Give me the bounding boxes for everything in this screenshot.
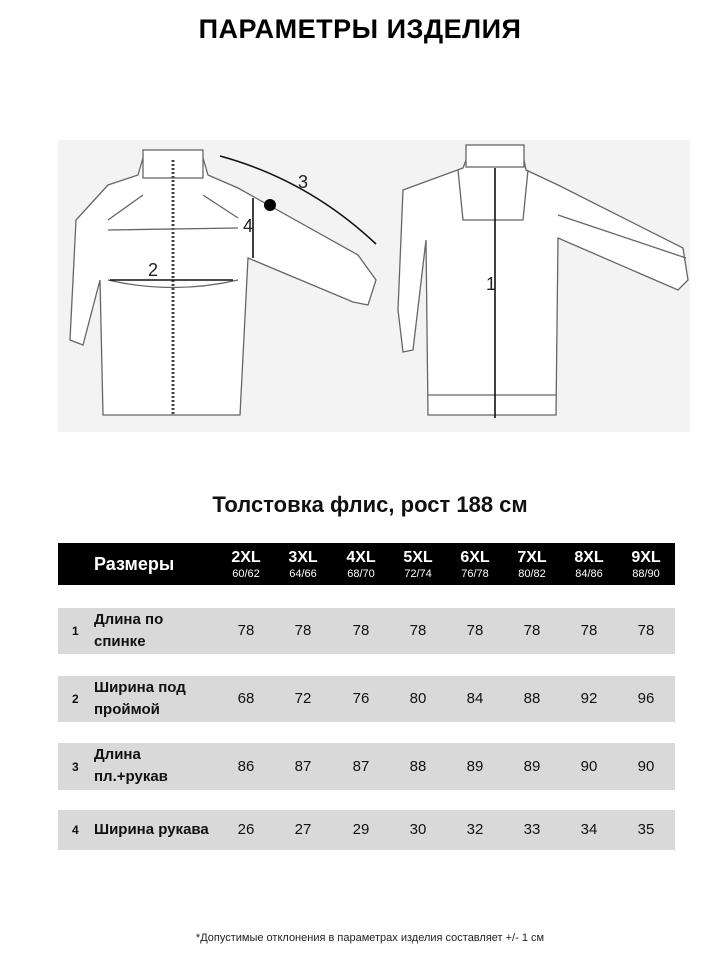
size-range: 88/90 (632, 568, 660, 580)
row-value: 86 (237, 757, 255, 775)
size-range: 76/78 (461, 568, 489, 580)
label-3: 3 (298, 172, 308, 192)
jacket-diagram: 1 2 3 4 (58, 140, 690, 432)
label-2: 2 (148, 260, 158, 280)
row-value: 78 (409, 622, 427, 639)
row-value: 30 (409, 821, 427, 838)
row-label: Длина по спинке (94, 611, 164, 650)
row-value: 33 (523, 821, 541, 838)
size-range: 72/74 (404, 568, 432, 580)
row-value: 78 (352, 622, 370, 639)
row-label: Ширина рукава (94, 821, 209, 838)
table-row: 2 Ширина под проймой 68 72 76 80 84 88 92 96 (58, 676, 675, 722)
row-value: 72 (294, 690, 312, 707)
row-label: Длина пл.+рукав (94, 746, 168, 785)
row-value: 92 (580, 690, 598, 707)
table-row: 1 Длина по спинке 78 78 78 78 78 78 78 78 (58, 608, 675, 654)
front-jacket-body (69, 157, 377, 416)
back-jacket-body (397, 154, 689, 416)
row-number: 2 (72, 692, 79, 706)
row-value: 80 (409, 690, 427, 707)
row-value: 78 (466, 622, 484, 639)
row-value: 89 (466, 757, 484, 775)
row-number: 3 (72, 759, 79, 774)
label-4: 4 (243, 216, 253, 236)
row-value: 32 (466, 821, 484, 838)
size-name: 5XL (403, 549, 433, 566)
row-value: 84 (466, 690, 484, 707)
row-value: 78 (523, 622, 541, 639)
row-value: 89 (523, 757, 541, 775)
row-value: 90 (580, 757, 598, 775)
footnote: *Допустимые отклонения в параметрах изде… (195, 932, 545, 944)
row-value: 78 (637, 622, 655, 639)
size-range: 64/66 (289, 568, 317, 580)
size-name: 7XL (517, 549, 547, 566)
row-label: Ширина под проймой (94, 679, 186, 718)
row-value: 78 (580, 622, 598, 639)
row-value: 78 (237, 622, 255, 639)
row-value: 87 (294, 757, 312, 775)
product-subtitle: Толстовка флис, рост 188 см (212, 492, 528, 517)
row-value: 29 (352, 821, 370, 838)
size-range: 84/86 (575, 568, 603, 580)
row-value: 76 (352, 690, 370, 707)
back-collar (465, 144, 525, 168)
size-range: 68/70 (347, 568, 375, 580)
size-range: 60/62 (232, 568, 260, 580)
row-value: 34 (580, 821, 598, 838)
size-name: 9XL (631, 549, 661, 566)
row-value: 90 (637, 757, 655, 775)
row-number: 1 (72, 624, 79, 638)
row-value: 88 (409, 757, 427, 775)
table-row: 3 Длина пл.+рукав 86 87 87 88 89 89 90 90 (58, 743, 675, 790)
size-range: 80/82 (518, 568, 546, 580)
size-name: 4XL (346, 549, 376, 566)
size-table-header: Размеры 2XL 60/62 3XL 64/66 4XL 68/70 5XL 72/74… (58, 543, 675, 585)
measure-point (264, 199, 276, 211)
row-value: 88 (523, 690, 541, 707)
page-title: ПАРАМЕТРЫ ИЗДЕЛИЯ (198, 14, 522, 44)
size-name: 6XL (460, 549, 490, 566)
size-name: 8XL (574, 549, 604, 566)
row-value: 26 (237, 821, 255, 838)
label-1: 1 (486, 274, 496, 294)
row-number: 4 (72, 823, 79, 837)
row-value: 35 (637, 821, 655, 838)
row-value: 68 (237, 690, 255, 707)
size-name: 2XL (231, 549, 261, 566)
row-value: 78 (294, 622, 312, 639)
sizes-label: Размеры (94, 554, 175, 574)
size-name: 3XL (288, 549, 318, 566)
row-value: 96 (637, 690, 655, 707)
table-row: 4 Ширина рукава 26 27 29 30 32 33 34 35 (58, 810, 675, 850)
row-value: 87 (352, 757, 370, 775)
row-value: 27 (294, 821, 312, 838)
